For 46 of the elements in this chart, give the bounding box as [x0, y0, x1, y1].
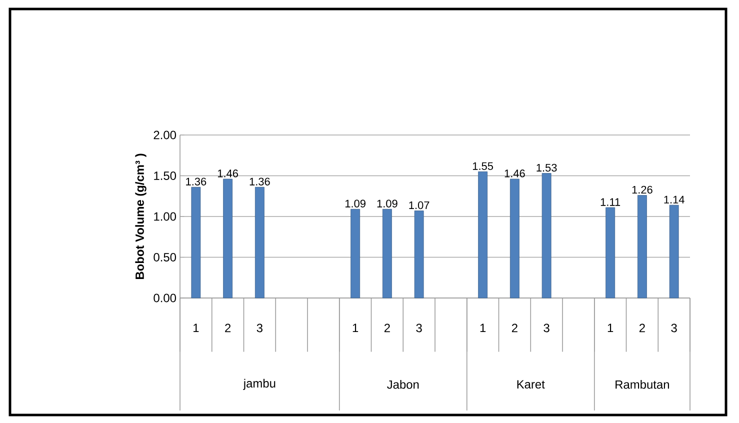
- data-label: 1.36: [250, 178, 270, 186]
- text: Jabon: [387, 380, 419, 389]
- bar: [669, 204, 679, 298]
- bar: [254, 186, 264, 298]
- x-tick-label: 2: [639, 324, 645, 332]
- x-tick-label: 2: [512, 324, 518, 332]
- x-tick-label: 1: [608, 324, 614, 332]
- y-tick-label: 1.50: [154, 172, 176, 180]
- data-label: 1.26: [632, 186, 652, 194]
- data-label: 1.55: [472, 162, 494, 170]
- x-tick-label: 3: [544, 324, 550, 332]
- data-label: 1.14: [664, 196, 684, 204]
- data-label: 1.36: [186, 178, 206, 186]
- y-axis-title: Bobot Volume (g/cm³ ): [135, 154, 146, 280]
- text: Rambutan: [616, 380, 669, 389]
- data-label: 1.09: [345, 200, 366, 208]
- bar: [542, 173, 552, 298]
- bar: [637, 195, 647, 298]
- bar: [350, 208, 360, 298]
- bar: [510, 178, 520, 298]
- text: jambu: [243, 378, 276, 390]
- data-label: 1.53: [536, 164, 557, 172]
- x-tick-label: 2: [384, 324, 390, 332]
- data-label: 1.46: [504, 170, 525, 178]
- y-tick-label: 1.00: [154, 212, 176, 221]
- x-tick-label: 1: [194, 324, 199, 332]
- x-tick-label: 1: [352, 324, 358, 332]
- bar: [223, 178, 233, 298]
- data-label: 1.11: [600, 198, 620, 206]
- y-tick-label: 0.00: [154, 294, 176, 302]
- bar: [606, 207, 616, 298]
- x-tick-label: 3: [671, 324, 677, 332]
- bar: [414, 210, 424, 298]
- data-label: 1.09: [377, 200, 398, 208]
- data-label: 1.07: [409, 201, 430, 210]
- x-tick-label: 3: [256, 324, 262, 332]
- text: Karet: [517, 380, 545, 389]
- data-label: 1.46: [218, 170, 238, 178]
- bar: [478, 171, 488, 298]
- x-tick-label: 2: [225, 324, 231, 332]
- y-tick-label: 0.50: [154, 253, 176, 262]
- bar: [191, 186, 201, 298]
- y-tick-label: 2.00: [154, 130, 176, 140]
- bar: [382, 208, 392, 298]
- x-tick-label: 1: [480, 324, 486, 332]
- x-tick-label: 3: [416, 324, 422, 332]
